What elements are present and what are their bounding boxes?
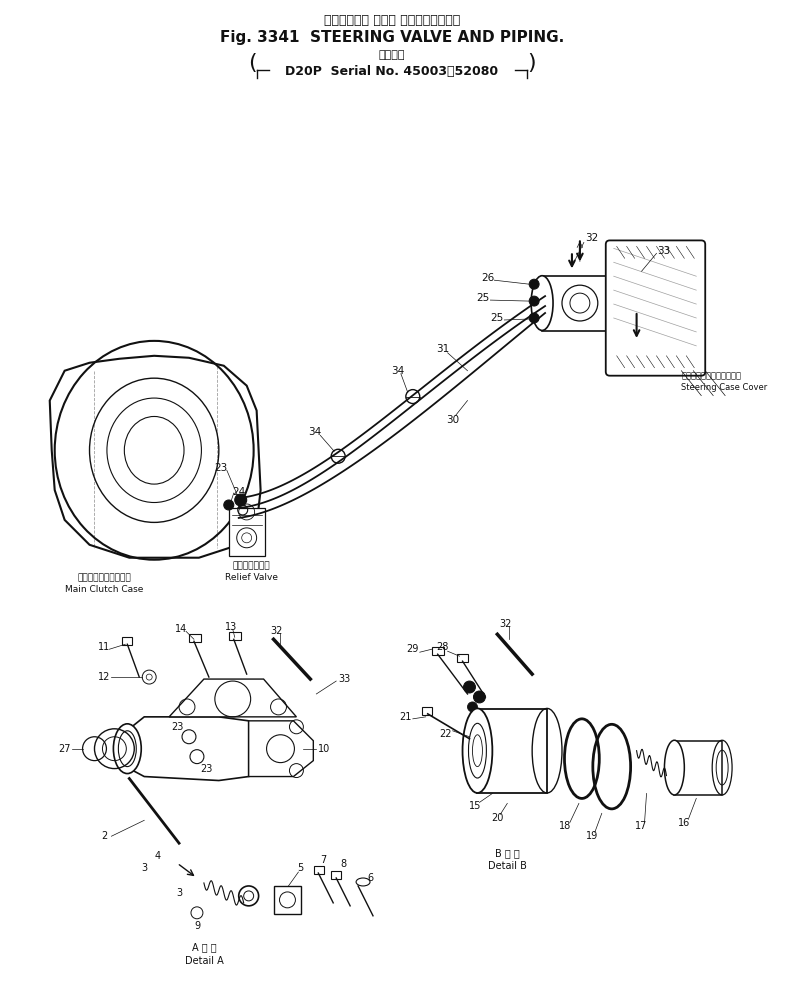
Bar	[229, 632, 241, 640]
Circle shape	[473, 691, 485, 703]
Text: 3: 3	[176, 888, 182, 898]
Text: Detail B: Detail B	[488, 861, 527, 871]
Bar	[675, 741, 722, 795]
Text: 34: 34	[308, 427, 321, 437]
Text: 32: 32	[271, 626, 282, 636]
Text: 19: 19	[585, 832, 598, 842]
Bar	[457, 654, 469, 662]
Ellipse shape	[107, 398, 201, 503]
Ellipse shape	[531, 276, 553, 331]
Text: 23: 23	[171, 722, 183, 732]
Polygon shape	[129, 717, 249, 780]
Text: 23: 23	[214, 464, 227, 473]
Text: 6: 6	[367, 873, 373, 883]
Text: 12: 12	[98, 672, 110, 682]
Text: 20: 20	[491, 813, 503, 824]
Text: 5: 5	[297, 863, 304, 873]
Text: Relief Valve: Relief Valve	[225, 574, 279, 582]
Text: 2: 2	[101, 832, 107, 842]
Text: 8: 8	[340, 859, 346, 869]
Text: 適用号機: 適用号機	[379, 50, 406, 60]
Text: 16: 16	[679, 818, 690, 829]
Bar	[542, 276, 617, 331]
Circle shape	[235, 494, 247, 506]
Bar	[122, 637, 133, 645]
FancyBboxPatch shape	[606, 241, 705, 376]
Text: ステアリング バルブ およびパイピング: ステアリング バルブ およびパイピング	[323, 14, 460, 27]
Text: 22: 22	[439, 729, 452, 739]
Text: 26: 26	[481, 273, 494, 283]
Text: 29: 29	[406, 644, 419, 654]
Text: ステアリングケースカバー: ステアリングケースカバー	[682, 371, 742, 380]
Bar	[189, 634, 201, 642]
Text: メインクラッチケース: メインクラッチケース	[77, 574, 131, 582]
Bar	[611, 246, 701, 371]
Text: 9: 9	[194, 920, 200, 930]
Text: (: (	[249, 53, 257, 74]
Text: Main Clutch Case: Main Clutch Case	[65, 585, 144, 594]
Bar	[274, 886, 301, 914]
Ellipse shape	[356, 878, 370, 886]
Bar	[229, 508, 264, 555]
Bar	[422, 707, 432, 715]
Circle shape	[237, 528, 256, 547]
Text: 23: 23	[200, 764, 213, 773]
Text: 32: 32	[585, 234, 599, 243]
Bar	[477, 709, 547, 793]
Text: 3: 3	[141, 863, 148, 873]
Text: D20P  Serial No. 45003～52080: D20P Serial No. 45003～52080	[286, 65, 499, 78]
Text: 10: 10	[318, 744, 331, 754]
Text: 24: 24	[232, 487, 245, 497]
Text: 25: 25	[476, 293, 489, 303]
Polygon shape	[169, 679, 297, 717]
Circle shape	[224, 500, 234, 510]
Text: 4: 4	[154, 851, 160, 861]
Text: ): )	[527, 53, 536, 74]
Ellipse shape	[114, 724, 141, 773]
Text: 11: 11	[98, 642, 110, 652]
Circle shape	[529, 313, 539, 323]
Bar	[331, 871, 341, 879]
Text: A 部 図: A 部 図	[192, 942, 216, 953]
Text: 30: 30	[446, 415, 459, 425]
Ellipse shape	[462, 709, 492, 793]
Text: 17: 17	[635, 822, 648, 832]
Text: 33: 33	[656, 246, 670, 256]
Circle shape	[463, 681, 476, 692]
Text: 31: 31	[436, 344, 449, 354]
Text: 13: 13	[225, 622, 237, 632]
Bar	[314, 866, 324, 874]
Text: 15: 15	[469, 801, 481, 811]
Circle shape	[529, 296, 539, 306]
Text: リリーフバルブ: リリーフバルブ	[233, 561, 271, 571]
Circle shape	[529, 279, 539, 289]
Text: 14: 14	[175, 624, 187, 634]
Bar	[432, 647, 443, 655]
Circle shape	[468, 702, 477, 712]
Polygon shape	[249, 721, 313, 776]
Text: B 部 図: B 部 図	[495, 848, 520, 858]
Text: 33: 33	[338, 674, 350, 684]
Text: 18: 18	[559, 822, 571, 832]
Text: 28: 28	[436, 642, 449, 652]
Text: 34: 34	[391, 366, 405, 376]
Text: Fig. 3341  STEERING VALVE AND PIPING.: Fig. 3341 STEERING VALVE AND PIPING.	[220, 30, 564, 45]
Ellipse shape	[664, 740, 684, 795]
Text: 27: 27	[58, 744, 71, 754]
Text: Detail A: Detail A	[185, 956, 223, 966]
Text: 32: 32	[499, 619, 511, 629]
Text: 7: 7	[320, 855, 327, 865]
Text: Steering Case Cover: Steering Case Cover	[682, 383, 768, 392]
Text: 21: 21	[400, 712, 412, 722]
Text: 25: 25	[491, 313, 504, 323]
